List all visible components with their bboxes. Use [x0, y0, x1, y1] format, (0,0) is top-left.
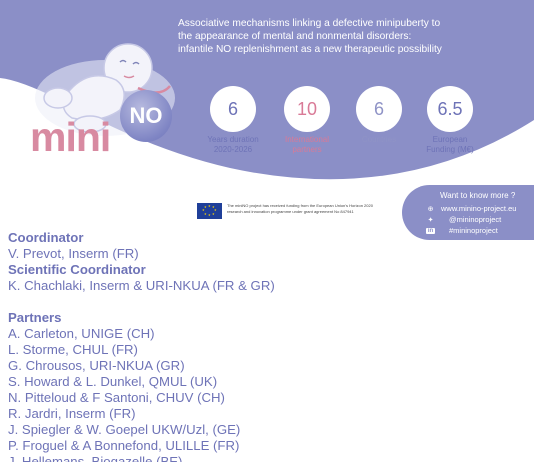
coordinator-name: V. Prevot, Inserm (FR) [8, 246, 139, 261]
twitter-icon: ✦ [427, 216, 434, 224]
tagline-line: infantile NO replenishment as a new ther… [178, 44, 442, 55]
stat-partners-label: International partners [284, 135, 330, 154]
partners-heading: Partners [8, 310, 62, 325]
stat-years-label: Years duration 2020-2026 [207, 135, 259, 154]
contact-box: Want to know more ? ⊕ www.minino-project… [402, 185, 534, 240]
tagline-line: Associative mechanisms linking a defecti… [178, 18, 441, 29]
coordinator-heading: Coordinator [8, 230, 84, 245]
linkedin-icon: in [426, 227, 435, 234]
partner-item: N. Pitteloud & F Santoni, CHUV (CH) [8, 390, 225, 405]
coordinator-section: Coordinator V. Prevot, Inserm (FR) Scien… [8, 230, 275, 294]
partner-item: P. Froguel & A Bonnefond, ULILLE (FR) [8, 438, 240, 453]
minino-logo-text: mini [30, 114, 111, 160]
stat-partners-value: 10 [284, 86, 330, 132]
stat-countries-label: Countries [361, 135, 397, 144]
eu-flag-icon: ★ ★ ★ ★ ★ ★ ★ ★ [197, 203, 222, 219]
partner-item: R. Jardri, Inserm (FR) [8, 406, 136, 421]
partner-item: S. Howard & L. Dunkel, QMUL (UK) [8, 374, 218, 389]
scientific-coordinator-heading: Scientific Coordinator [8, 262, 146, 277]
partner-item: J. Spiegler & W. Goepel UKW/Uzl, (GE) [8, 422, 241, 437]
eu-funding-notice: The miniNO project has received funding … [227, 203, 373, 214]
tagline-line: the appearance of mental and nonmental d… [178, 31, 412, 42]
globe-icon: ⊕ [427, 205, 434, 213]
stat-countries-value: 6 [356, 86, 402, 132]
contact-title: Want to know more ? [440, 191, 516, 200]
partner-item: J. Hellemans, Biogazelle (BE) [8, 454, 183, 462]
stat-funding-value: 6.5 [427, 86, 473, 132]
project-tagline: Associative mechanisms linking a defecti… [178, 17, 528, 56]
twitter-link[interactable]: ✦ @mininoproject [427, 215, 502, 224]
stat-funding-label: European Funding (M€) [426, 135, 474, 154]
scientific-coordinator-name: K. Chachlaki, Inserm & URI-NKUA (FR & GR… [8, 278, 275, 293]
website-link[interactable]: ⊕ www.minino-project.eu [427, 204, 517, 213]
linkedin-link[interactable]: in #mininoproject [426, 226, 498, 235]
partner-item: A. Carleton, UNIGE (CH) [8, 326, 155, 341]
stat-years-value: 6 [210, 86, 256, 132]
partner-item: G. Chrousos, URI-NKUA (GR) [8, 358, 185, 373]
no-logo-badge: NO [120, 90, 172, 142]
partners-section: Partners A. Carleton, UNIGE (CH) L. Stor… [8, 310, 240, 462]
partner-item: L. Storme, CHUL (FR) [8, 342, 138, 357]
